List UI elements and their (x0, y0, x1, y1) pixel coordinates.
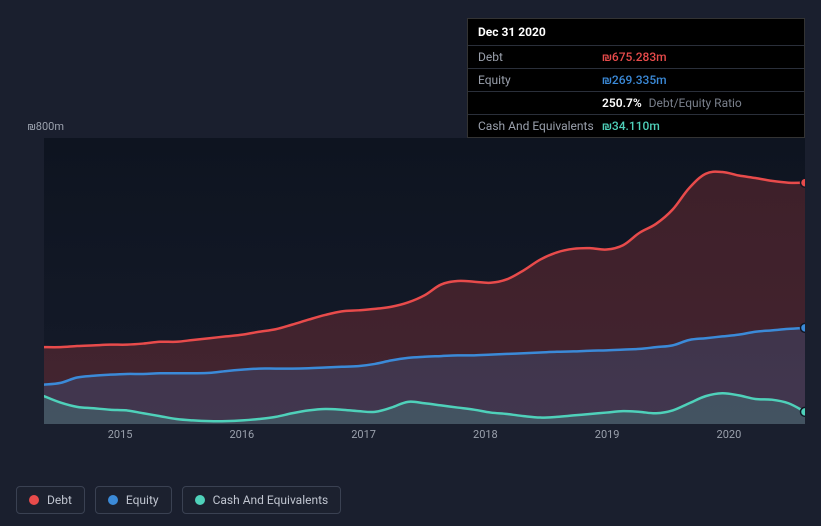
end-marker-debt (800, 178, 805, 187)
legend-item-debt[interactable]: Debt (16, 486, 85, 514)
chart-legend: Debt Equity Cash And Equivalents (16, 486, 341, 514)
tooltip-ratio: 250.7% Debt/Equity Ratio (602, 96, 794, 110)
x-tick: 2020 (717, 428, 742, 441)
legend-item-cash[interactable]: Cash And Equivalents (182, 486, 342, 514)
x-tick: 2018 (473, 428, 498, 441)
tooltip-row-ratio: 250.7% Debt/Equity Ratio (468, 91, 804, 114)
chart-area: ₪800m ₪0 201520162017201820192020 (16, 120, 805, 460)
x-tick: 2017 (351, 428, 376, 441)
legend-dot-equity (108, 495, 118, 505)
end-marker-cash (800, 407, 805, 416)
tooltip-cash-value: ₪34.110m (602, 119, 794, 133)
tooltip-ratio-label: Debt/Equity Ratio (649, 96, 742, 110)
tooltip-row-cash: Cash And Equivalents ₪34.110m (468, 114, 804, 137)
x-tick: 2019 (595, 428, 620, 441)
legend-item-equity[interactable]: Equity (95, 486, 172, 514)
tooltip-equity-value: ₪269.335m (602, 73, 794, 87)
legend-label-cash: Cash And Equivalents (213, 493, 329, 507)
legend-label-debt: Debt (47, 493, 72, 507)
legend-label-equity: Equity (126, 493, 159, 507)
y-axis-top-label: ₪800m (22, 120, 64, 133)
x-tick: 2015 (108, 428, 133, 441)
chart-tooltip: Dec 31 2020 Debt ₪675.283m Equity ₪269.3… (467, 18, 805, 138)
tooltip-row-equity: Equity ₪269.335m (468, 68, 804, 91)
tooltip-date: Dec 31 2020 (468, 19, 804, 45)
tooltip-ratio-value: 250.7% (602, 96, 642, 110)
tooltip-debt-value: ₪675.283m (602, 50, 794, 64)
legend-dot-debt (29, 495, 39, 505)
x-axis: 2015 2016 2017 2018 2019 2020 (44, 428, 805, 444)
tooltip-debt-label: Debt (478, 50, 602, 64)
x-tick: 2016 (229, 428, 254, 441)
tooltip-equity-label: Equity (478, 73, 602, 87)
tooltip-cash-label: Cash And Equivalents (478, 119, 602, 133)
legend-dot-cash (195, 495, 205, 505)
tooltip-ratio-spacer (478, 96, 602, 110)
tooltip-row-debt: Debt ₪675.283m (468, 45, 804, 68)
chart-plot[interactable] (44, 138, 805, 424)
end-marker-equity (800, 323, 805, 332)
